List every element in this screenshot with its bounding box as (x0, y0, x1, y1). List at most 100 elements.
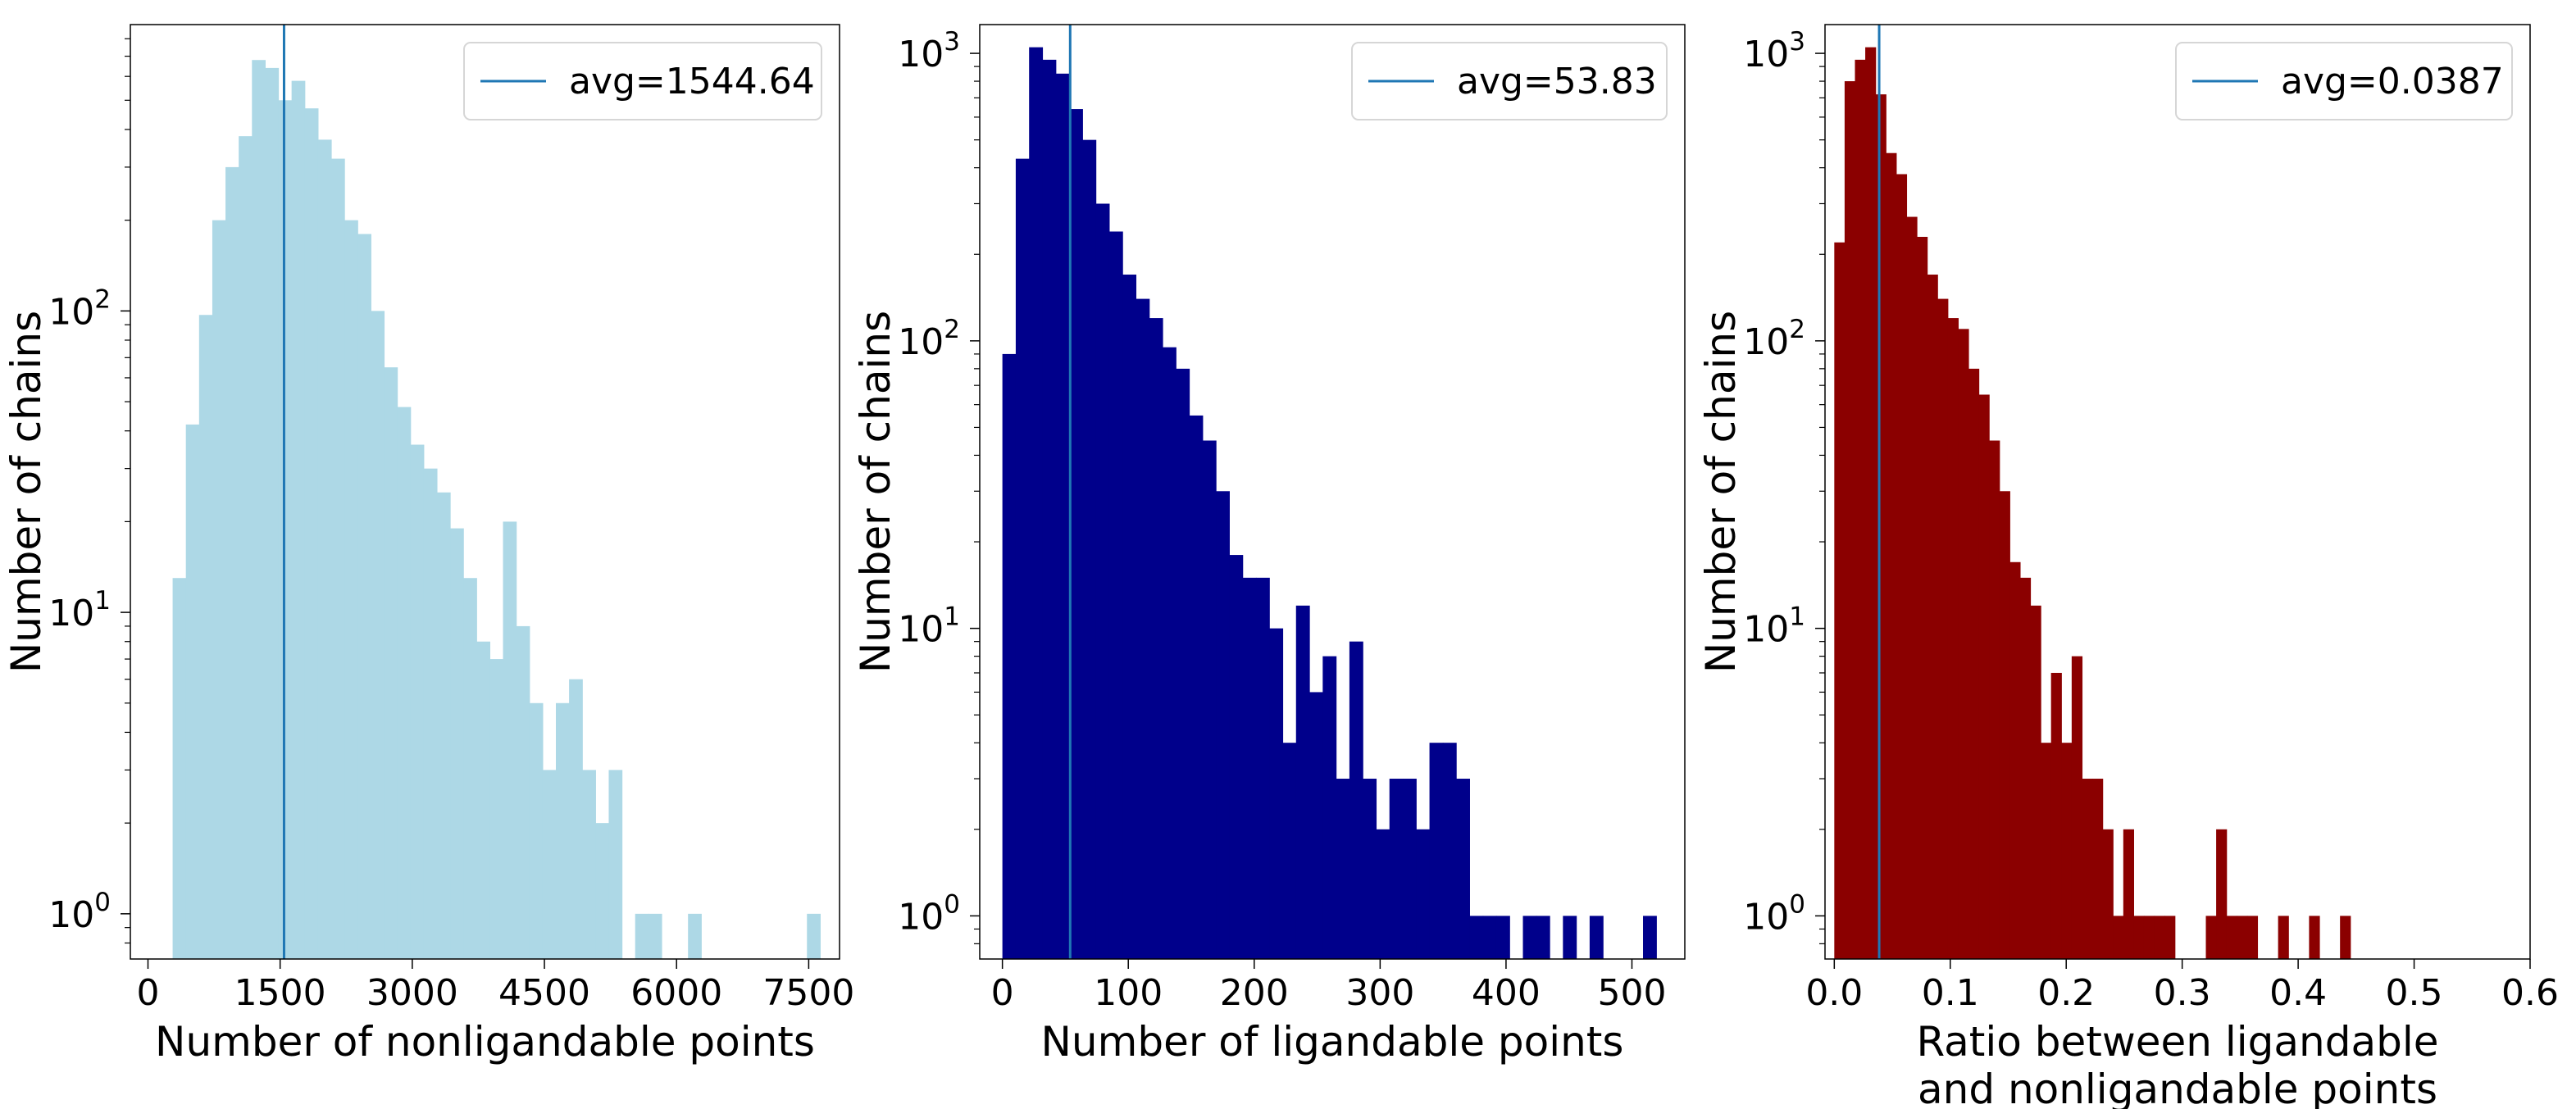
histogram-bar (1999, 491, 2010, 959)
x-tick-label: 0.2 (2037, 972, 2095, 1014)
x-tick-label: 3000 (366, 972, 458, 1014)
histogram-bar (1055, 73, 1070, 960)
chart-panel-3: 0.0 0.1 0.2 0.3 0.4 0.5 0.6 100 101 102 103 Ratio b… (1697, 24, 2559, 1109)
histogram-bar (463, 578, 477, 959)
histogram-bar (357, 234, 371, 960)
histogram-bar (2309, 916, 2320, 959)
histogram-bar (1349, 641, 1363, 959)
histogram-bar (1927, 275, 1938, 959)
x-tick-label: 7500 (762, 972, 854, 1014)
histogram-bar (2340, 916, 2351, 959)
histogram-bar (2030, 605, 2041, 959)
histogram-bar (1947, 318, 1959, 959)
histogram-bar (503, 521, 517, 959)
histogram-bar (2143, 916, 2155, 959)
x-tick-label: 0.0 (1805, 972, 1863, 1014)
histogram-bar (807, 913, 821, 959)
histogram-bar (2113, 916, 2124, 959)
histogram-bar (1082, 139, 1097, 960)
y-tick-label: 100 (1743, 889, 1805, 938)
x-tick-label: 6000 (630, 972, 722, 1014)
histogram-bar (1255, 577, 1270, 959)
histogram-bar (1875, 94, 1886, 960)
histogram-bar (2092, 779, 2104, 959)
chart-panel-2: 0 100 200 300 400 500 100 101 102 103 Number of li… (852, 24, 1686, 1066)
x-axis-label: Number of nonligandable points (155, 1018, 815, 1066)
y-tick-label: 102 (898, 315, 960, 363)
y-tick-label: 103 (1743, 27, 1805, 75)
histogram-bar (1855, 59, 1866, 959)
x-tick-label: 300 (1345, 972, 1414, 1014)
histogram-bar (1242, 577, 1257, 959)
y-tick-label: 102 (1743, 315, 1805, 363)
histogram-bar (410, 444, 425, 959)
histogram-bar (2050, 672, 2062, 959)
histogram-bar (1643, 916, 1657, 959)
legend-box (463, 42, 822, 120)
histogram-bar (1456, 779, 1470, 959)
y-tick-label: 101 (1743, 602, 1805, 651)
histogram-bar (317, 139, 332, 959)
x-tick-label: 4500 (498, 972, 590, 1014)
histogram-bar (198, 315, 213, 960)
histogram-bar (2278, 916, 2289, 959)
x-tick-label: 100 (1094, 972, 1163, 1014)
histogram-bar (1363, 779, 1377, 959)
histogram-bar (1176, 368, 1190, 960)
y-tick-label: 101 (898, 602, 960, 651)
histogram-bar (1536, 916, 1550, 959)
histogram-bar (265, 67, 280, 959)
histogram-bar (1429, 743, 1444, 959)
legend: avg=0.0387 (2175, 42, 2513, 120)
histogram-bar (1336, 779, 1350, 959)
histogram-bars (1834, 47, 2351, 960)
histogram-bar (1968, 368, 1980, 960)
y-tick-label: 100 (48, 888, 111, 936)
histogram-bar (1389, 779, 1404, 959)
histogram-bar (1162, 347, 1176, 959)
histogram-bar (1136, 298, 1150, 960)
histogram-bar (1295, 605, 1310, 959)
histogram-bar (1029, 47, 1044, 959)
histogram-bar (556, 702, 570, 959)
histogram-bar (2041, 743, 2052, 959)
histogram-bar (1376, 829, 1390, 959)
legend-label: avg=0.0387 (2281, 61, 2504, 102)
x-tick-label: 0.6 (2501, 972, 2559, 1014)
x-axis-label: and nonligandable points (1918, 1066, 2437, 1109)
histogram-bar (291, 80, 306, 960)
x-axis-label: Number of ligandable points (1041, 1018, 1624, 1066)
histogram-bar (1834, 242, 1846, 960)
histogram-bar (450, 528, 464, 959)
histogram-bar (1309, 692, 1323, 959)
histogram-bar (2164, 916, 2176, 959)
histogram-bar (476, 641, 491, 959)
histogram-bar (371, 311, 385, 960)
histogram-bar (2071, 656, 2083, 959)
axes-frame (130, 24, 840, 960)
y-tick-label: 101 (48, 586, 111, 634)
histogram-bar (1896, 174, 1908, 960)
histogram-bar (1469, 916, 1484, 959)
histogram-bar (1108, 231, 1123, 960)
x-tick-label: 400 (1472, 972, 1541, 1014)
x-tick-label: 500 (1598, 972, 1667, 1014)
x-tick-label: 0.1 (1922, 972, 1979, 1014)
histogram-bar (1282, 743, 1297, 959)
y-tick-label: 100 (898, 889, 960, 938)
histogram-bar (2102, 829, 2114, 959)
histogram-bar (635, 913, 649, 959)
histogram-bar (1269, 628, 1284, 959)
histogram-bar (2154, 916, 2165, 959)
x-tick-label: 200 (1220, 972, 1289, 1014)
histogram-bar (688, 913, 702, 959)
x-axis-label: Ratio between ligandable (1917, 1018, 2439, 1066)
histogram-bar (1522, 916, 1537, 959)
histogram-bar (1042, 59, 1057, 959)
histogram-bar (1958, 329, 1969, 960)
legend-label: avg=53.83 (1457, 61, 1657, 102)
histogram-bar (1189, 415, 1204, 959)
histogram-bar (1202, 440, 1217, 959)
